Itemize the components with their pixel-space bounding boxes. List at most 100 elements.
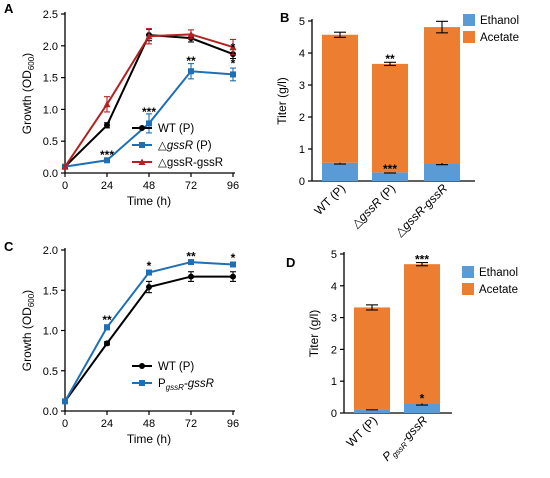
legend-label: △gssR (P)	[158, 140, 212, 152]
y-title-end: )	[20, 53, 34, 57]
bar-segment-acetate	[322, 34, 358, 163]
x-tick-label: 48	[143, 418, 155, 430]
x-tick-label: 0	[62, 180, 68, 192]
series-2	[61, 28, 237, 170]
data-point	[188, 273, 194, 280]
legend-item: WT (P)	[132, 361, 194, 373]
y-tick-label: 2	[331, 344, 337, 356]
error-bar	[334, 31, 346, 38]
y-tick-label: 2.5	[43, 9, 58, 21]
legend-marker	[139, 142, 145, 148]
y-tick-label: 4	[331, 281, 337, 293]
y-axis-title: Titer (g/l)	[275, 77, 289, 125]
bar-segment-ethanol	[372, 172, 408, 181]
series-0	[62, 271, 236, 405]
significance-label: *	[147, 259, 152, 273]
data-point	[104, 324, 110, 331]
panel-letter-d: D	[286, 255, 295, 270]
label-part: WT (P)	[344, 413, 381, 450]
legend-label: △gssR-gssR	[158, 157, 223, 169]
x-tick-label: 96	[227, 418, 239, 430]
data-point	[146, 284, 152, 291]
x-tick-label: 48	[143, 180, 155, 192]
stacked-bar	[404, 262, 440, 413]
label-part: -gssR	[398, 413, 430, 445]
y-tick-label: 0.0	[43, 406, 58, 418]
y-title-end: )	[20, 290, 34, 294]
error-bar	[384, 61, 396, 67]
significance-label: *	[231, 41, 236, 55]
legend-item: Ethanol	[463, 14, 519, 27]
y-tick-label: 3	[299, 80, 305, 92]
data-point	[146, 120, 152, 127]
y-axis-title: Growth (OD600)	[20, 53, 36, 134]
legend-item: Acetate	[462, 283, 518, 296]
data-point	[62, 398, 68, 405]
bar-segment-acetate	[372, 63, 408, 173]
bar-segment-acetate	[354, 307, 390, 410]
legend-item: Ethanol	[462, 266, 518, 279]
growth-chart-c: 0.0 0.5 1.0 1.5 2.0 0 24 48 72 96 Time (h) Growth (…	[20, 245, 239, 446]
stacked-bar	[354, 304, 390, 413]
panel-letter-b: B	[280, 10, 289, 25]
x-axis-title: Time (h)	[127, 432, 171, 446]
y-axis-title: Growth (OD600)	[20, 290, 36, 371]
y-tick-label: 2	[299, 112, 305, 124]
significance-label: *	[231, 251, 236, 265]
significance-label: **	[385, 52, 395, 66]
data-point	[104, 157, 110, 164]
legend-swatch	[463, 31, 475, 43]
data-point	[146, 269, 152, 276]
panel-letter-a: A	[4, 1, 14, 16]
category-label: PgssR-gssR	[379, 413, 431, 465]
y-tick-label: 1	[331, 376, 337, 388]
legend-label: Ethanol	[480, 15, 519, 27]
data-point	[103, 100, 111, 108]
y-tick-label: 0.5	[43, 366, 58, 378]
data-point	[145, 32, 153, 40]
legend-label: Acetate	[479, 284, 518, 296]
legend-item: △gssR-gssR	[132, 157, 223, 169]
error-bar	[366, 304, 378, 311]
category-label: △gssR (P)	[349, 181, 398, 230]
legend-marker	[139, 380, 145, 386]
significance-label: **	[102, 313, 112, 327]
data-point	[230, 273, 236, 280]
data-point	[61, 163, 69, 170]
legend-label: WT (P)	[158, 123, 194, 135]
significance-label: *	[231, 57, 236, 71]
legend-item: PgssR-gssR	[132, 378, 214, 392]
x-tick-label: 0	[62, 418, 68, 430]
bar-segment-ethanol	[424, 163, 460, 181]
error-bar	[436, 20, 448, 34]
data-point	[188, 259, 194, 266]
data-point	[230, 71, 236, 78]
y-title-sub: 600	[27, 56, 36, 70]
y-tick-label: 0	[299, 176, 305, 188]
stacked-bar	[372, 61, 408, 181]
significance-label: *	[420, 392, 425, 406]
category-label: WT (P)	[312, 181, 349, 218]
y-tick-label: 0.5	[43, 136, 58, 148]
y-tick-label: 5	[331, 249, 337, 261]
label-part: P	[158, 378, 166, 390]
stacked-bar	[322, 31, 358, 181]
label-part: WT (P)	[158, 361, 194, 373]
stacked-bar	[424, 20, 460, 181]
x-axis-title: Time (h)	[127, 194, 171, 208]
data-point	[104, 122, 110, 129]
y-tick-label: 4	[299, 48, 305, 60]
legend-marker	[138, 158, 146, 165]
error-bar	[416, 262, 428, 267]
y-tick-label: 0.0	[43, 168, 58, 180]
bar-segment-ethanol	[404, 403, 440, 413]
label-part: WT (P)	[312, 181, 349, 218]
label-part: (P)	[193, 140, 212, 152]
label-part: gssR	[166, 383, 184, 392]
x-tick-label: 24	[101, 418, 113, 430]
y-title-sub: 600	[27, 293, 36, 307]
significance-label: ***	[415, 253, 429, 267]
significance-label: ***	[383, 162, 397, 176]
